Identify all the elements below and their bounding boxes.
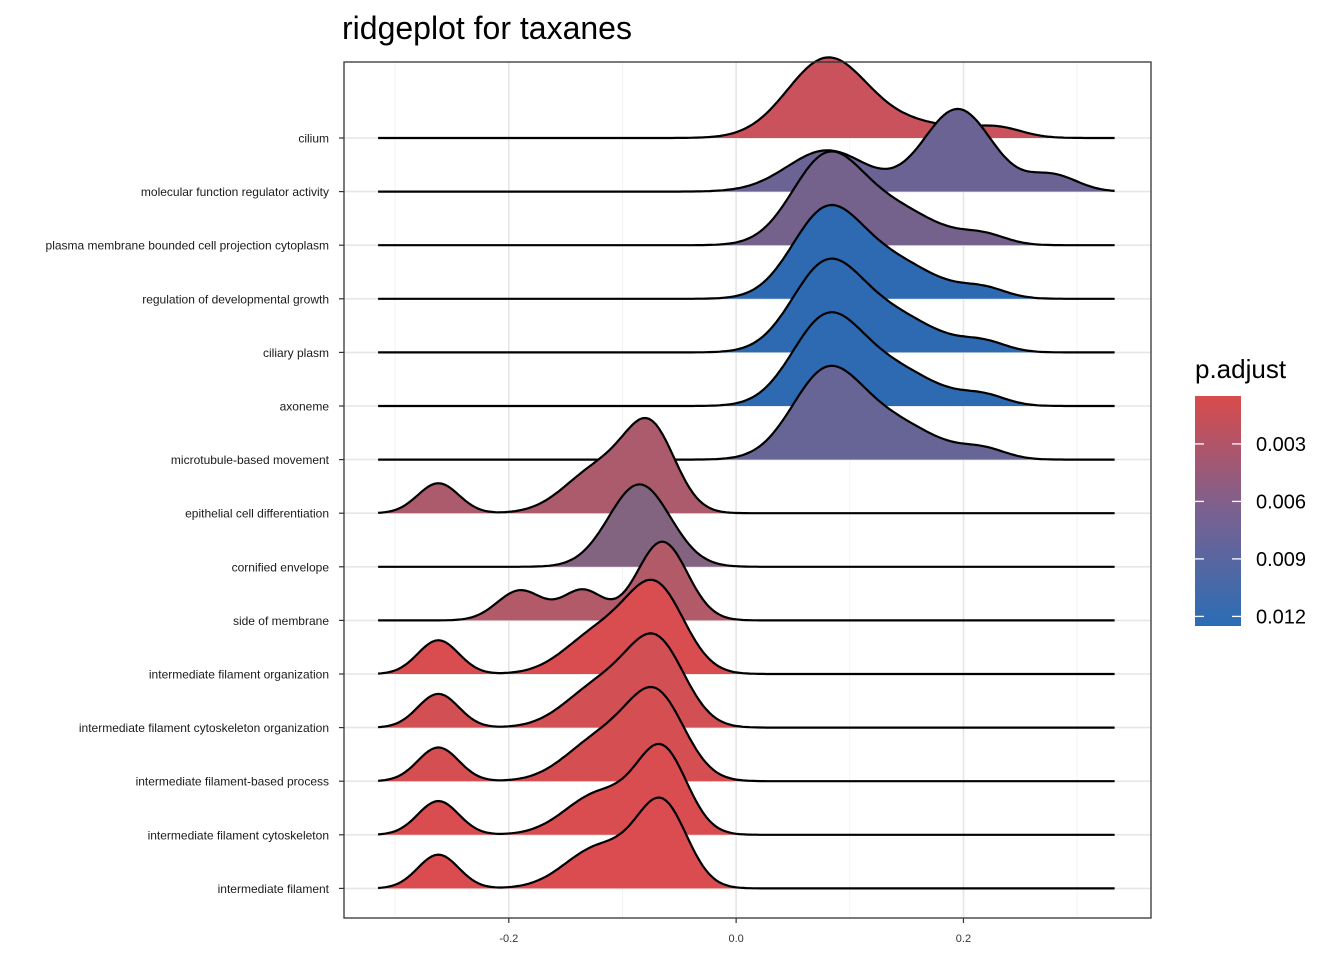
legend-tick-label: 0.003 bbox=[1256, 434, 1306, 456]
ridge-outline bbox=[378, 56, 1115, 140]
x-tick-label: 0.2 bbox=[956, 933, 971, 945]
ridge-outline bbox=[378, 742, 1115, 836]
ridge-fill bbox=[378, 743, 1115, 835]
ridge-outline bbox=[378, 364, 1115, 461]
ridge-outline bbox=[378, 632, 1115, 729]
x-axis: -0.2 0.0 0.2 bbox=[499, 918, 971, 945]
ridge-fill bbox=[378, 633, 1115, 728]
legend-tick-label: 0.009 bbox=[1256, 549, 1306, 571]
y-tick-label: ciliary plasm bbox=[263, 346, 329, 360]
ridge-outline bbox=[378, 540, 1115, 622]
ridge-fill bbox=[378, 258, 1115, 353]
y-axis: cilium molecular function regulator activ… bbox=[46, 132, 344, 896]
y-tick-label: microtubule-based movement bbox=[171, 453, 330, 467]
y-tick-label: molecular function regulator activity bbox=[141, 185, 329, 199]
y-tick-label: intermediate filament cytoskeleton bbox=[148, 828, 329, 842]
legend-tick-label: 0.012 bbox=[1256, 606, 1306, 628]
legend: p.adjust 0.003 0.006 0.009 0.012 bbox=[1195, 354, 1306, 628]
y-tick-label: cilium bbox=[298, 132, 329, 146]
legend-tick-label: 0.006 bbox=[1256, 491, 1306, 513]
ridge-fill bbox=[378, 365, 1115, 460]
legend-title: p.adjust bbox=[1195, 354, 1287, 384]
ridge-fill bbox=[378, 687, 1115, 782]
y-tick-label: epithelial cell differentiation bbox=[185, 507, 329, 521]
y-tick-label: cornified envelope bbox=[232, 560, 330, 574]
ridge-outline bbox=[378, 416, 1115, 515]
y-tick-label: intermediate filament-based process bbox=[136, 775, 329, 789]
y-tick-label: axoneme bbox=[280, 400, 330, 414]
ridge-outline bbox=[378, 685, 1115, 783]
y-tick-label: intermediate filament bbox=[218, 882, 330, 896]
ridge-outline bbox=[378, 257, 1115, 354]
x-tick-label: -0.2 bbox=[499, 933, 518, 945]
ridge-outline bbox=[378, 107, 1115, 193]
ridge-outline bbox=[378, 578, 1115, 676]
ridge-fill bbox=[378, 579, 1115, 674]
y-tick-label: side of membrane bbox=[233, 614, 329, 628]
ridge-outline bbox=[378, 311, 1115, 408]
panel-border bbox=[343, 61, 1152, 919]
ridge-fill bbox=[378, 797, 1115, 889]
ridge-outline bbox=[378, 796, 1115, 890]
y-tick-label: intermediate filament cytoskeleton organ… bbox=[79, 721, 329, 735]
y-tick-label: intermediate filament organization bbox=[149, 668, 329, 682]
ridges bbox=[378, 56, 1115, 890]
y-tick-label: plasma membrane bounded cell projection … bbox=[46, 239, 329, 253]
chart-title: ridgeplot for taxanes bbox=[342, 10, 632, 46]
y-tick-label: regulation of developmental growth bbox=[142, 292, 329, 306]
ridge-fill bbox=[378, 205, 1115, 299]
ridge-outline bbox=[378, 483, 1115, 568]
ridge-outline bbox=[378, 203, 1115, 300]
ridge-outline bbox=[378, 150, 1115, 247]
ridge-fill bbox=[378, 151, 1115, 246]
x-tick-label: 0.0 bbox=[728, 933, 743, 945]
ridge-fill bbox=[378, 312, 1115, 406]
ridge-fill bbox=[378, 108, 1115, 192]
legend-colorbar bbox=[1195, 396, 1241, 626]
ridge-fill bbox=[378, 541, 1115, 621]
